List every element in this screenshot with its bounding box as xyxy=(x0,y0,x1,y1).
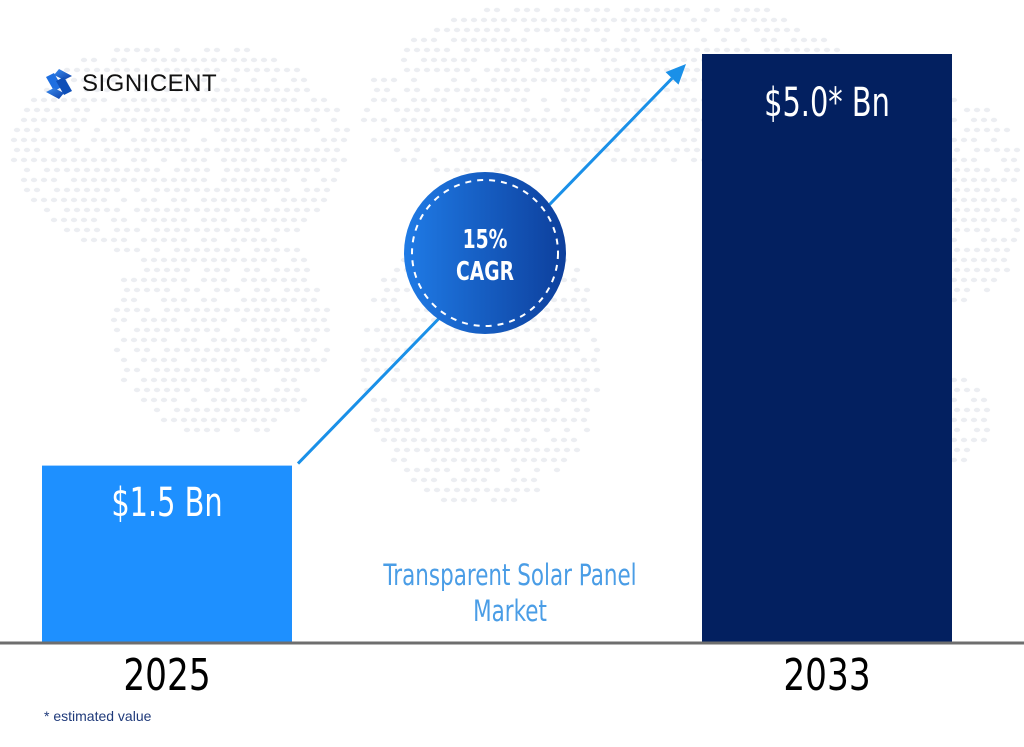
cagr-value: 15% xyxy=(462,225,508,255)
cagr-badge-dashed-ring xyxy=(411,179,559,327)
x-tick-label-2033: 2033 xyxy=(783,650,871,701)
chart-title: Transparent Solar Panel Market xyxy=(377,557,643,629)
footnote: * estimated value xyxy=(44,708,152,724)
chart-title-line-1: Transparent Solar Panel xyxy=(383,558,637,592)
cagr-text: 15% CAGR xyxy=(427,224,542,288)
chart-title-line-2: Market xyxy=(473,594,547,628)
x-tick-label-2025: 2025 xyxy=(123,650,211,701)
arrow-head-icon xyxy=(665,64,686,85)
bar-2033 xyxy=(702,54,952,642)
bar-value-label-2025: $1.5 Bn xyxy=(111,480,223,526)
brand-name: SIGNICENT xyxy=(82,70,218,97)
brand-logo: SIGNICENT xyxy=(42,67,217,101)
bar-value-label-2033: $5.0* Bn xyxy=(764,80,890,126)
bar-2025 xyxy=(42,465,292,642)
cagr-badge xyxy=(404,172,566,334)
cagr-label: CAGR xyxy=(455,257,515,287)
signicent-logo-icon xyxy=(46,69,72,99)
